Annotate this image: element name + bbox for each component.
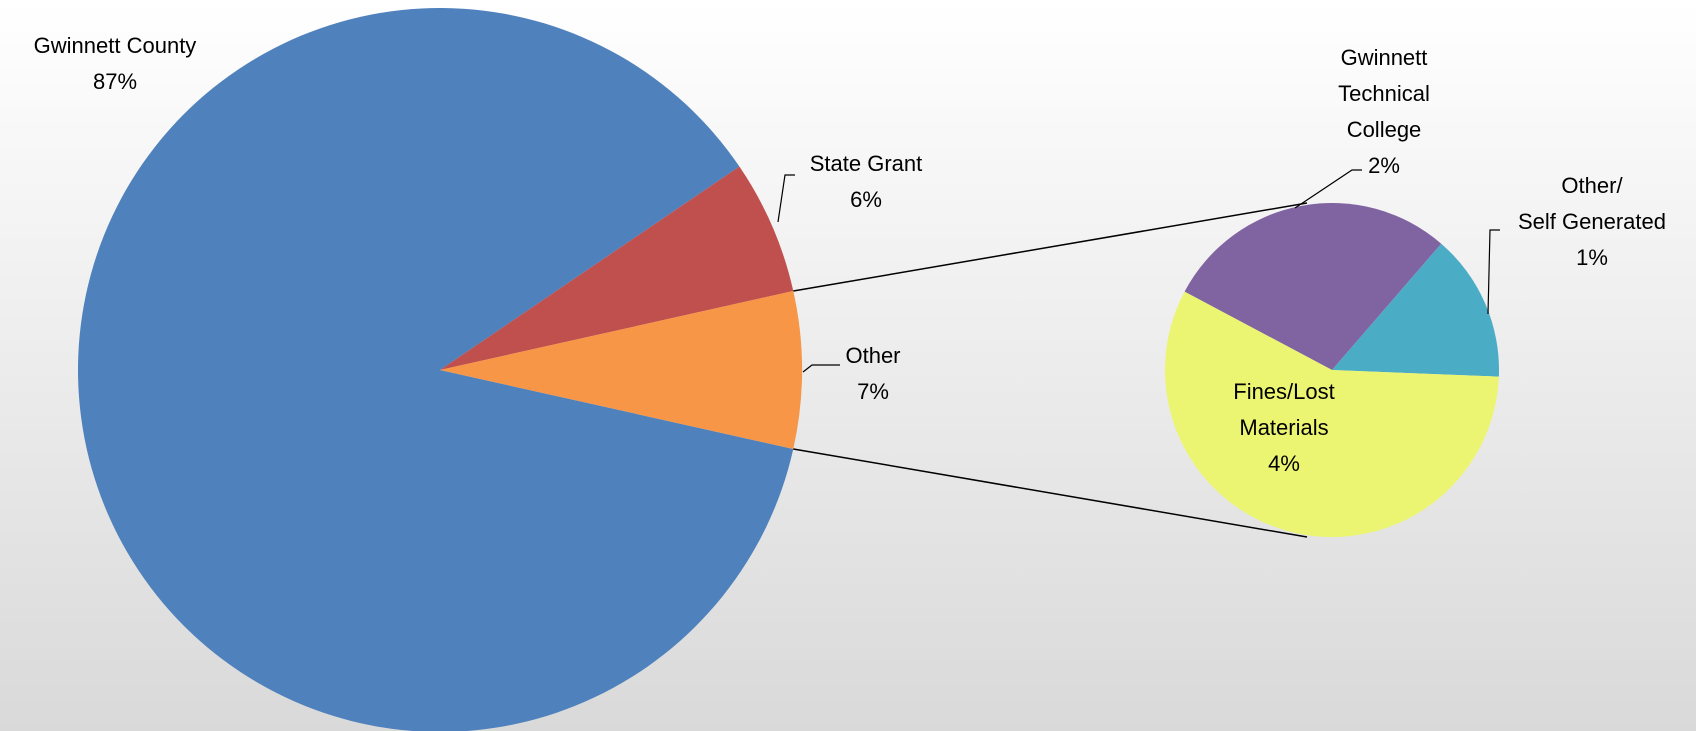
slice-value-label: 6% — [850, 187, 882, 212]
slice-label: State Grant — [809, 151, 923, 176]
slice-value-label: 4% — [1268, 451, 1300, 476]
slice-label: Fines/Lost Materials — [1233, 379, 1335, 440]
slice-label: Other/ Self Generated — [1518, 173, 1666, 234]
leader-line — [802, 364, 840, 373]
pie-slice — [78, 8, 794, 731]
leader-line — [1487, 229, 1500, 315]
slice-label: Other — [845, 343, 901, 368]
pie-slice — [1165, 291, 1499, 537]
connector-line — [793, 202, 1308, 292]
slice-value-label: 87% — [92, 69, 138, 94]
slice-label: Gwinnett Technical College — [1338, 45, 1430, 142]
pie-slice — [1184, 202, 1442, 370]
slice-label: Gwinnett County — [33, 33, 197, 58]
connector-line — [793, 448, 1308, 538]
slice-value-label: 7% — [857, 379, 889, 404]
pie-slice — [1332, 243, 1500, 377]
leader-line — [1294, 169, 1362, 209]
slice-value-label: 1% — [1576, 245, 1608, 270]
leader-line — [777, 174, 795, 223]
pie-slice — [440, 291, 802, 449]
slice-value-label: 2% — [1368, 153, 1400, 178]
pie-slice — [440, 166, 794, 370]
